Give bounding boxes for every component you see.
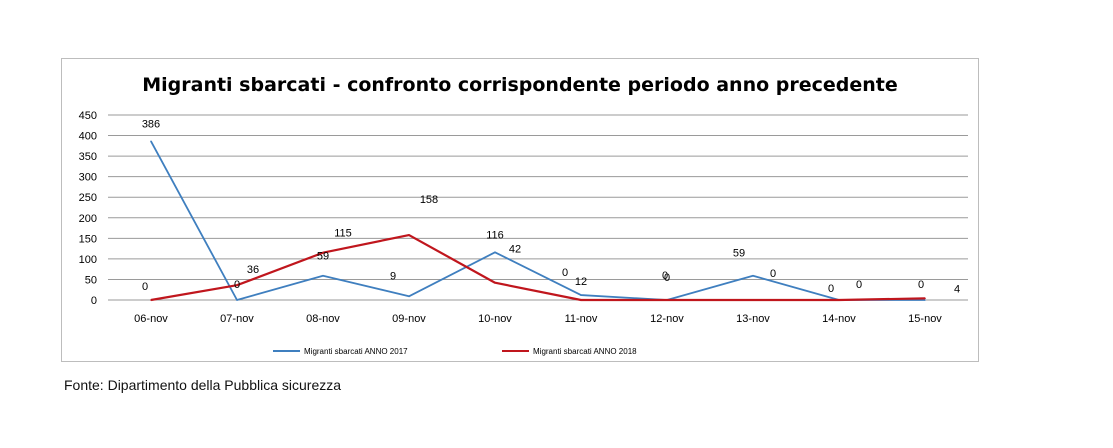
data-label-2017: 386	[142, 118, 160, 130]
data-label-2017: 116	[486, 229, 504, 241]
data-label-2018: 42	[509, 244, 521, 256]
x-tick-label: 09-nov	[392, 313, 426, 325]
data-label-2017: 0	[664, 272, 670, 284]
series-line-2	[150, 233, 926, 302]
data-label-2017: 0	[828, 283, 834, 295]
data-point	[838, 299, 840, 301]
data-point	[150, 299, 152, 301]
source-note: Fonte: Dipartimento della Pubblica sicur…	[64, 377, 342, 393]
y-tick-label: 450	[79, 110, 97, 122]
data-point	[666, 299, 668, 301]
data-label-2018: 0	[562, 267, 568, 279]
data-point	[752, 299, 754, 301]
series-line-1	[150, 140, 925, 301]
data-label-2017: 12	[575, 276, 587, 288]
x-tick-label: 15-nov	[908, 313, 942, 325]
data-label-2017: 59	[733, 248, 745, 260]
x-tick-label: 06-nov	[134, 313, 168, 325]
x-tick-label: 12-nov	[650, 313, 684, 325]
legend-label-1: Migranti sbarcati ANNO 2017	[304, 347, 408, 356]
data-point	[236, 299, 238, 301]
y-tick-label: 400	[79, 131, 97, 143]
y-tick-label: 350	[79, 151, 97, 163]
data-point	[408, 234, 410, 236]
data-point	[580, 294, 582, 296]
data-point	[494, 281, 496, 284]
data-point	[236, 284, 238, 287]
x-tick-label: 13-nov	[736, 313, 770, 325]
x-tick-label: 07-nov	[220, 313, 254, 325]
data-label-2017: 0	[234, 279, 240, 291]
data-point	[408, 295, 410, 298]
data-point	[924, 299, 926, 301]
data-label-2018: 4	[954, 283, 960, 295]
data-label-2018: 115	[334, 228, 352, 240]
data-label-2018: 0	[770, 268, 776, 280]
data-label-2018: 0	[662, 270, 668, 282]
y-tick-label: 250	[79, 192, 97, 204]
y-tick-label: 200	[79, 213, 97, 225]
chart-title: Migranti sbarcati - confronto corrispond…	[142, 74, 898, 96]
data-point	[322, 251, 324, 254]
y-tick-label: 150	[79, 233, 97, 245]
data-label-2017: 0	[918, 279, 924, 291]
data-point	[150, 140, 152, 143]
y-tick-label: 50	[85, 274, 97, 286]
data-label-2018: 158	[420, 194, 438, 206]
x-tick-label: 14-nov	[822, 313, 856, 325]
data-point	[580, 299, 582, 301]
y-tick-label: 100	[79, 254, 97, 266]
data-label-2017: 9	[390, 270, 396, 282]
data-point	[494, 251, 496, 254]
y-tick-label: 300	[79, 172, 97, 184]
y-tick-label: 0	[91, 295, 97, 307]
data-label-2017: 59	[317, 251, 329, 263]
x-tick-label: 08-nov	[306, 313, 340, 325]
data-point	[752, 274, 754, 277]
data-label-2018: 0	[856, 279, 862, 291]
data-point	[924, 297, 926, 300]
x-tick-label: 11-nov	[565, 313, 598, 325]
data-label-2018: 36	[247, 264, 259, 276]
data-point	[322, 274, 324, 277]
chart-frame	[61, 58, 979, 362]
data-label-2018: 0	[142, 281, 148, 293]
x-tick-label: 10-nov	[478, 313, 512, 325]
legend-label-2: Migranti sbarcati ANNO 2018	[533, 347, 637, 356]
